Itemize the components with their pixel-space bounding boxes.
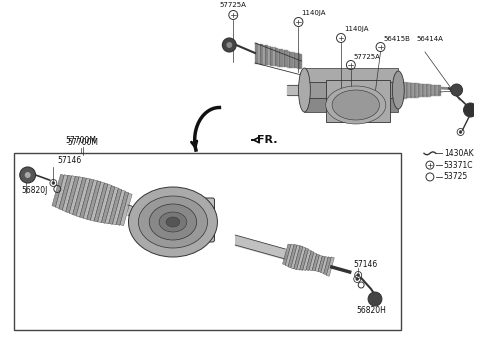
Text: 1140JA: 1140JA: [301, 10, 326, 16]
Polygon shape: [318, 256, 325, 272]
Circle shape: [222, 38, 236, 52]
Text: 57725A: 57725A: [220, 2, 247, 8]
Polygon shape: [324, 257, 331, 275]
Polygon shape: [90, 182, 105, 221]
Circle shape: [356, 278, 359, 280]
Polygon shape: [62, 176, 75, 211]
Ellipse shape: [332, 90, 380, 120]
Text: 57146: 57146: [353, 260, 377, 269]
Polygon shape: [297, 247, 306, 270]
Polygon shape: [306, 251, 314, 271]
Ellipse shape: [149, 204, 197, 240]
Polygon shape: [300, 248, 309, 270]
Circle shape: [227, 42, 232, 48]
Polygon shape: [94, 183, 108, 222]
Ellipse shape: [345, 98, 367, 112]
Polygon shape: [55, 175, 68, 208]
Text: 57725A: 57725A: [354, 54, 381, 60]
Ellipse shape: [299, 68, 311, 112]
Polygon shape: [76, 178, 90, 217]
Ellipse shape: [138, 196, 207, 248]
Polygon shape: [312, 254, 320, 271]
Polygon shape: [69, 177, 83, 214]
Polygon shape: [326, 257, 334, 276]
Text: 57700M: 57700M: [68, 138, 98, 147]
Polygon shape: [303, 250, 311, 271]
FancyBboxPatch shape: [141, 198, 215, 242]
Circle shape: [24, 172, 31, 178]
Text: 1140JA: 1140JA: [344, 26, 369, 32]
Polygon shape: [112, 190, 125, 225]
Polygon shape: [59, 175, 72, 210]
Text: 56820J: 56820J: [22, 186, 48, 195]
Polygon shape: [52, 174, 64, 207]
Bar: [326, 80, 390, 122]
Circle shape: [20, 167, 36, 183]
Circle shape: [459, 131, 462, 133]
Ellipse shape: [166, 217, 180, 227]
Polygon shape: [116, 192, 129, 225]
Polygon shape: [87, 181, 101, 220]
Polygon shape: [294, 246, 303, 270]
Circle shape: [464, 103, 478, 117]
Polygon shape: [72, 177, 86, 216]
Text: 53725: 53725: [444, 173, 468, 181]
Text: 57146: 57146: [57, 156, 82, 165]
Text: 1430AK: 1430AK: [444, 149, 473, 158]
Text: 57700M: 57700M: [66, 136, 96, 145]
Ellipse shape: [159, 212, 187, 232]
Text: 56820H: 56820H: [356, 306, 386, 315]
Polygon shape: [285, 244, 294, 266]
Polygon shape: [66, 176, 79, 213]
Polygon shape: [288, 244, 297, 268]
Text: FR.: FR.: [257, 135, 277, 145]
Circle shape: [451, 84, 463, 96]
Polygon shape: [83, 180, 97, 219]
Polygon shape: [98, 184, 111, 223]
Circle shape: [368, 292, 382, 306]
Ellipse shape: [129, 187, 217, 257]
Polygon shape: [309, 253, 317, 271]
Ellipse shape: [392, 71, 404, 109]
Polygon shape: [291, 245, 300, 269]
Ellipse shape: [326, 86, 386, 124]
Polygon shape: [80, 179, 94, 218]
Polygon shape: [120, 193, 132, 226]
Polygon shape: [321, 256, 328, 273]
Circle shape: [357, 274, 360, 276]
Text: 56415B: 56415B: [384, 36, 410, 42]
Polygon shape: [109, 189, 122, 224]
Bar: [304, 82, 398, 98]
Polygon shape: [101, 186, 115, 223]
Circle shape: [52, 182, 55, 184]
Bar: [304, 98, 398, 112]
Text: 56414A: 56414A: [416, 36, 443, 42]
Polygon shape: [315, 255, 322, 272]
Bar: [14, 153, 401, 330]
Ellipse shape: [338, 94, 373, 116]
Bar: [304, 68, 398, 82]
Polygon shape: [105, 187, 119, 224]
Text: 53371C: 53371C: [444, 161, 473, 170]
Polygon shape: [283, 244, 291, 265]
